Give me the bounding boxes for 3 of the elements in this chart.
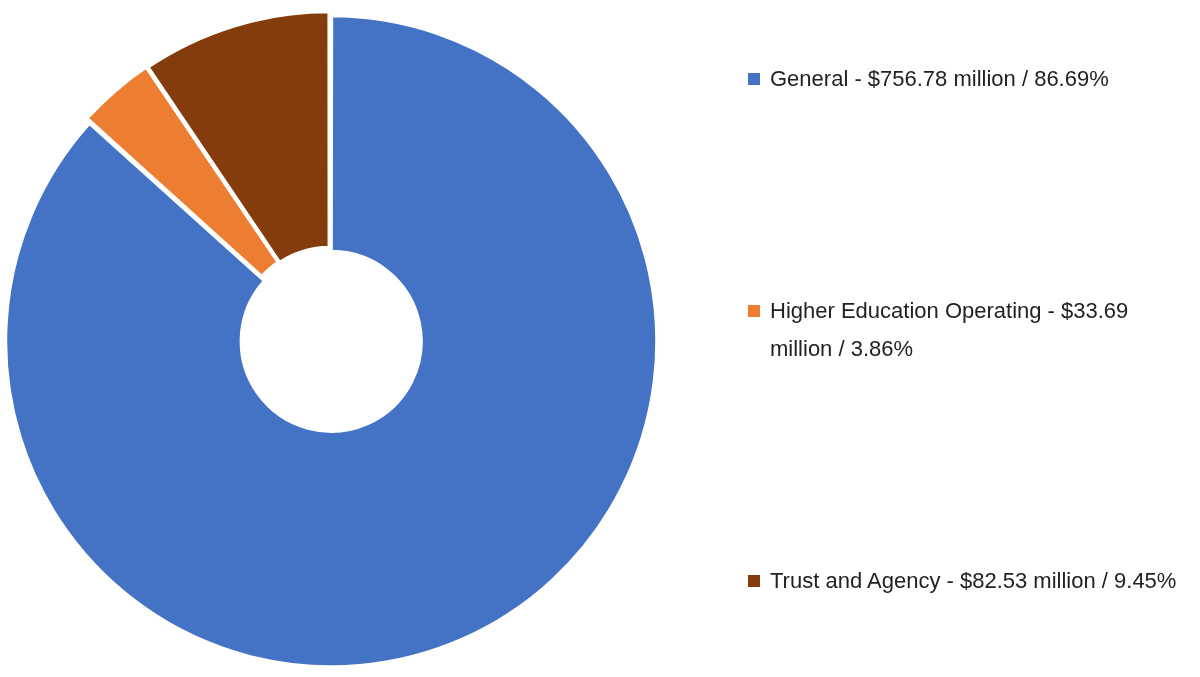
- legend-label: Trust and Agency - $82.53 million / 9.45%: [770, 567, 1177, 595]
- legend-label: Higher Education Operating - $33.69 million / 3.86%: [770, 297, 1130, 363]
- legend-label: General - $756.78 million / 86.69%: [770, 65, 1109, 93]
